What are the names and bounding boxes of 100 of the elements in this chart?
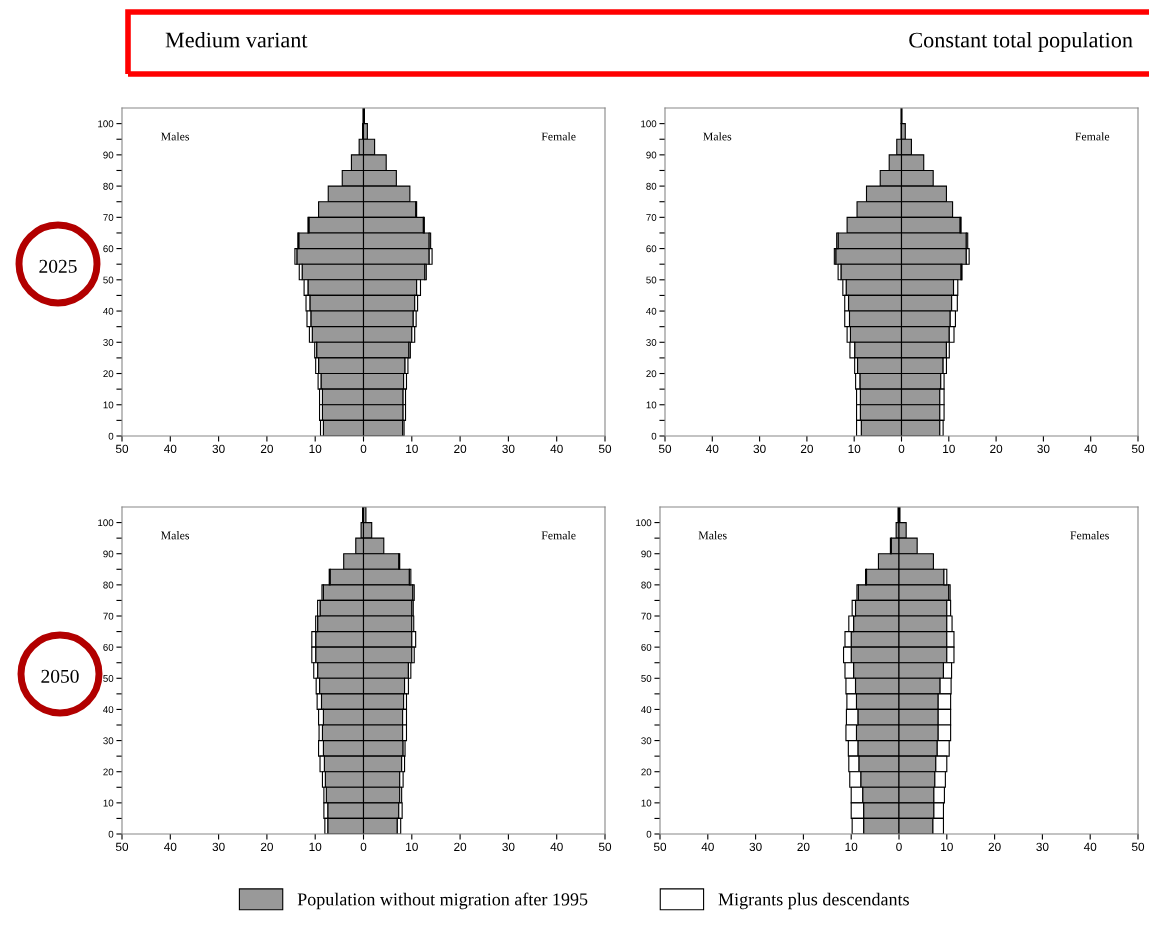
y-tick-label: 70 bbox=[641, 612, 652, 620]
x-tick-label: 0 bbox=[360, 444, 367, 453]
x-tick-label: 40 bbox=[164, 842, 177, 851]
x-tick-label: 30 bbox=[502, 842, 515, 851]
y-tick-label: 30 bbox=[646, 339, 657, 346]
y-tick-label: 70 bbox=[103, 214, 114, 221]
x-tick-label: 30 bbox=[212, 444, 225, 453]
y-tick-label: 50 bbox=[103, 276, 114, 284]
y-tick-label: 60 bbox=[646, 245, 657, 253]
y-tick-label: 50 bbox=[646, 276, 657, 284]
x-tick-label: 50 bbox=[1131, 444, 1145, 453]
x-tick-label: 40 bbox=[1083, 842, 1097, 851]
y-tick-label: 0 bbox=[646, 830, 652, 838]
x-tick-label: 20 bbox=[454, 444, 467, 453]
x-tick-label: 20 bbox=[988, 842, 1001, 851]
x-tick-label: 50 bbox=[653, 842, 667, 851]
x-tick-label: 40 bbox=[164, 444, 177, 453]
y-tick-label: 10 bbox=[103, 799, 114, 807]
y-tick-label: 50 bbox=[103, 675, 114, 682]
y-tick-label: 20 bbox=[103, 768, 114, 776]
x-tick-label: 0 bbox=[898, 444, 905, 453]
x-tick-label: 40 bbox=[1084, 444, 1097, 453]
y-tick-label: 90 bbox=[103, 550, 114, 558]
x-tick-label: 30 bbox=[1037, 444, 1050, 453]
x-tick-label: 20 bbox=[454, 842, 467, 851]
annotation: Males bbox=[160, 531, 190, 540]
x-tick-label: 30 bbox=[502, 444, 515, 453]
x-tick-label: 20 bbox=[260, 444, 273, 453]
y-tick-label: 20 bbox=[103, 370, 114, 378]
x-tick-label: 0 bbox=[896, 842, 902, 851]
annotation: Female bbox=[541, 531, 576, 540]
x-tick-label: 10 bbox=[941, 842, 953, 851]
annotation: Female bbox=[1075, 132, 1110, 141]
y-tick-label: 100 bbox=[641, 120, 657, 128]
x-tick-label: 20 bbox=[800, 444, 813, 453]
y-axis-title: 2025 bbox=[39, 259, 77, 273]
x-tick-label: 40 bbox=[701, 842, 714, 851]
annotation: Female bbox=[541, 132, 576, 141]
y-tick-label: 90 bbox=[641, 550, 652, 558]
y-tick-label: 10 bbox=[641, 799, 652, 807]
y-tick-label: 80 bbox=[641, 581, 652, 589]
y-tick-label: 0 bbox=[651, 432, 657, 440]
y-tick-label: 80 bbox=[103, 182, 114, 190]
annotation: Males bbox=[160, 132, 190, 141]
x-tick-label: 50 bbox=[598, 842, 612, 851]
annotation: Females bbox=[1070, 531, 1109, 540]
legend-label: Population without migration after 1995 bbox=[297, 892, 588, 910]
y-tick-label: 40 bbox=[103, 706, 114, 714]
y-tick-label: 80 bbox=[103, 581, 114, 589]
y-tick-label: 100 bbox=[98, 519, 114, 527]
x-tick-label: 40 bbox=[706, 444, 719, 453]
y-tick-label: 60 bbox=[103, 245, 114, 253]
y-tick-label: 90 bbox=[103, 151, 114, 159]
annotation: Males bbox=[698, 531, 727, 540]
x-tick-label: 50 bbox=[115, 444, 129, 453]
y-tick-label: 0 bbox=[108, 830, 114, 838]
y-tick-label: 40 bbox=[103, 307, 114, 315]
y-tick-label: 30 bbox=[103, 339, 114, 346]
y-tick-label: 70 bbox=[646, 214, 657, 221]
x-tick-label: 10 bbox=[406, 444, 418, 453]
x-tick-label: 30 bbox=[749, 842, 762, 851]
x-tick-label: 50 bbox=[115, 842, 129, 851]
y-tick-label: 40 bbox=[646, 307, 657, 315]
x-tick-label: 30 bbox=[753, 444, 766, 453]
x-tick-label: 50 bbox=[598, 444, 612, 453]
x-tick-label: 10 bbox=[848, 444, 861, 453]
x-tick-label: 50 bbox=[1131, 842, 1145, 851]
y-tick-label: 20 bbox=[641, 768, 652, 776]
x-tick-label: 10 bbox=[309, 444, 322, 453]
y-tick-label: 100 bbox=[98, 120, 114, 128]
y-tick-label: 20 bbox=[646, 370, 657, 378]
y-tick-label: 10 bbox=[103, 401, 114, 409]
y-tick-label: 30 bbox=[103, 737, 114, 745]
y-tick-label: 60 bbox=[103, 643, 114, 651]
y-tick-label: 70 bbox=[103, 612, 114, 620]
y-axis-title: 2050 bbox=[41, 669, 79, 683]
x-tick-label: 30 bbox=[1036, 842, 1049, 851]
y-tick-label: 100 bbox=[636, 519, 652, 527]
y-tick-label: 40 bbox=[641, 706, 652, 714]
x-tick-label: 30 bbox=[212, 842, 225, 851]
y-tick-label: 0 bbox=[108, 432, 114, 440]
x-tick-label: 0 bbox=[360, 842, 367, 851]
y-tick-label: 60 bbox=[641, 643, 652, 651]
y-tick-label: 30 bbox=[641, 737, 652, 745]
chart-title: Medium variant bbox=[165, 31, 308, 48]
chart-title: Constant total population bbox=[909, 31, 1133, 53]
x-tick-label: 40 bbox=[550, 444, 563, 453]
x-tick-label: 10 bbox=[943, 444, 955, 453]
y-tick-label: 50 bbox=[641, 675, 652, 682]
x-tick-label: 20 bbox=[260, 842, 273, 851]
x-tick-label: 20 bbox=[797, 842, 810, 851]
x-tick-label: 10 bbox=[406, 842, 418, 851]
x-tick-label: 10 bbox=[309, 842, 322, 851]
annotation: Males bbox=[703, 132, 732, 141]
legend-label: Migrants plus descendants bbox=[718, 892, 909, 910]
y-tick-label: 90 bbox=[646, 151, 657, 159]
x-tick-label: 40 bbox=[550, 842, 563, 851]
y-tick-label: 10 bbox=[646, 401, 657, 409]
y-tick-label: 80 bbox=[646, 182, 657, 190]
x-tick-label: 10 bbox=[845, 842, 858, 851]
